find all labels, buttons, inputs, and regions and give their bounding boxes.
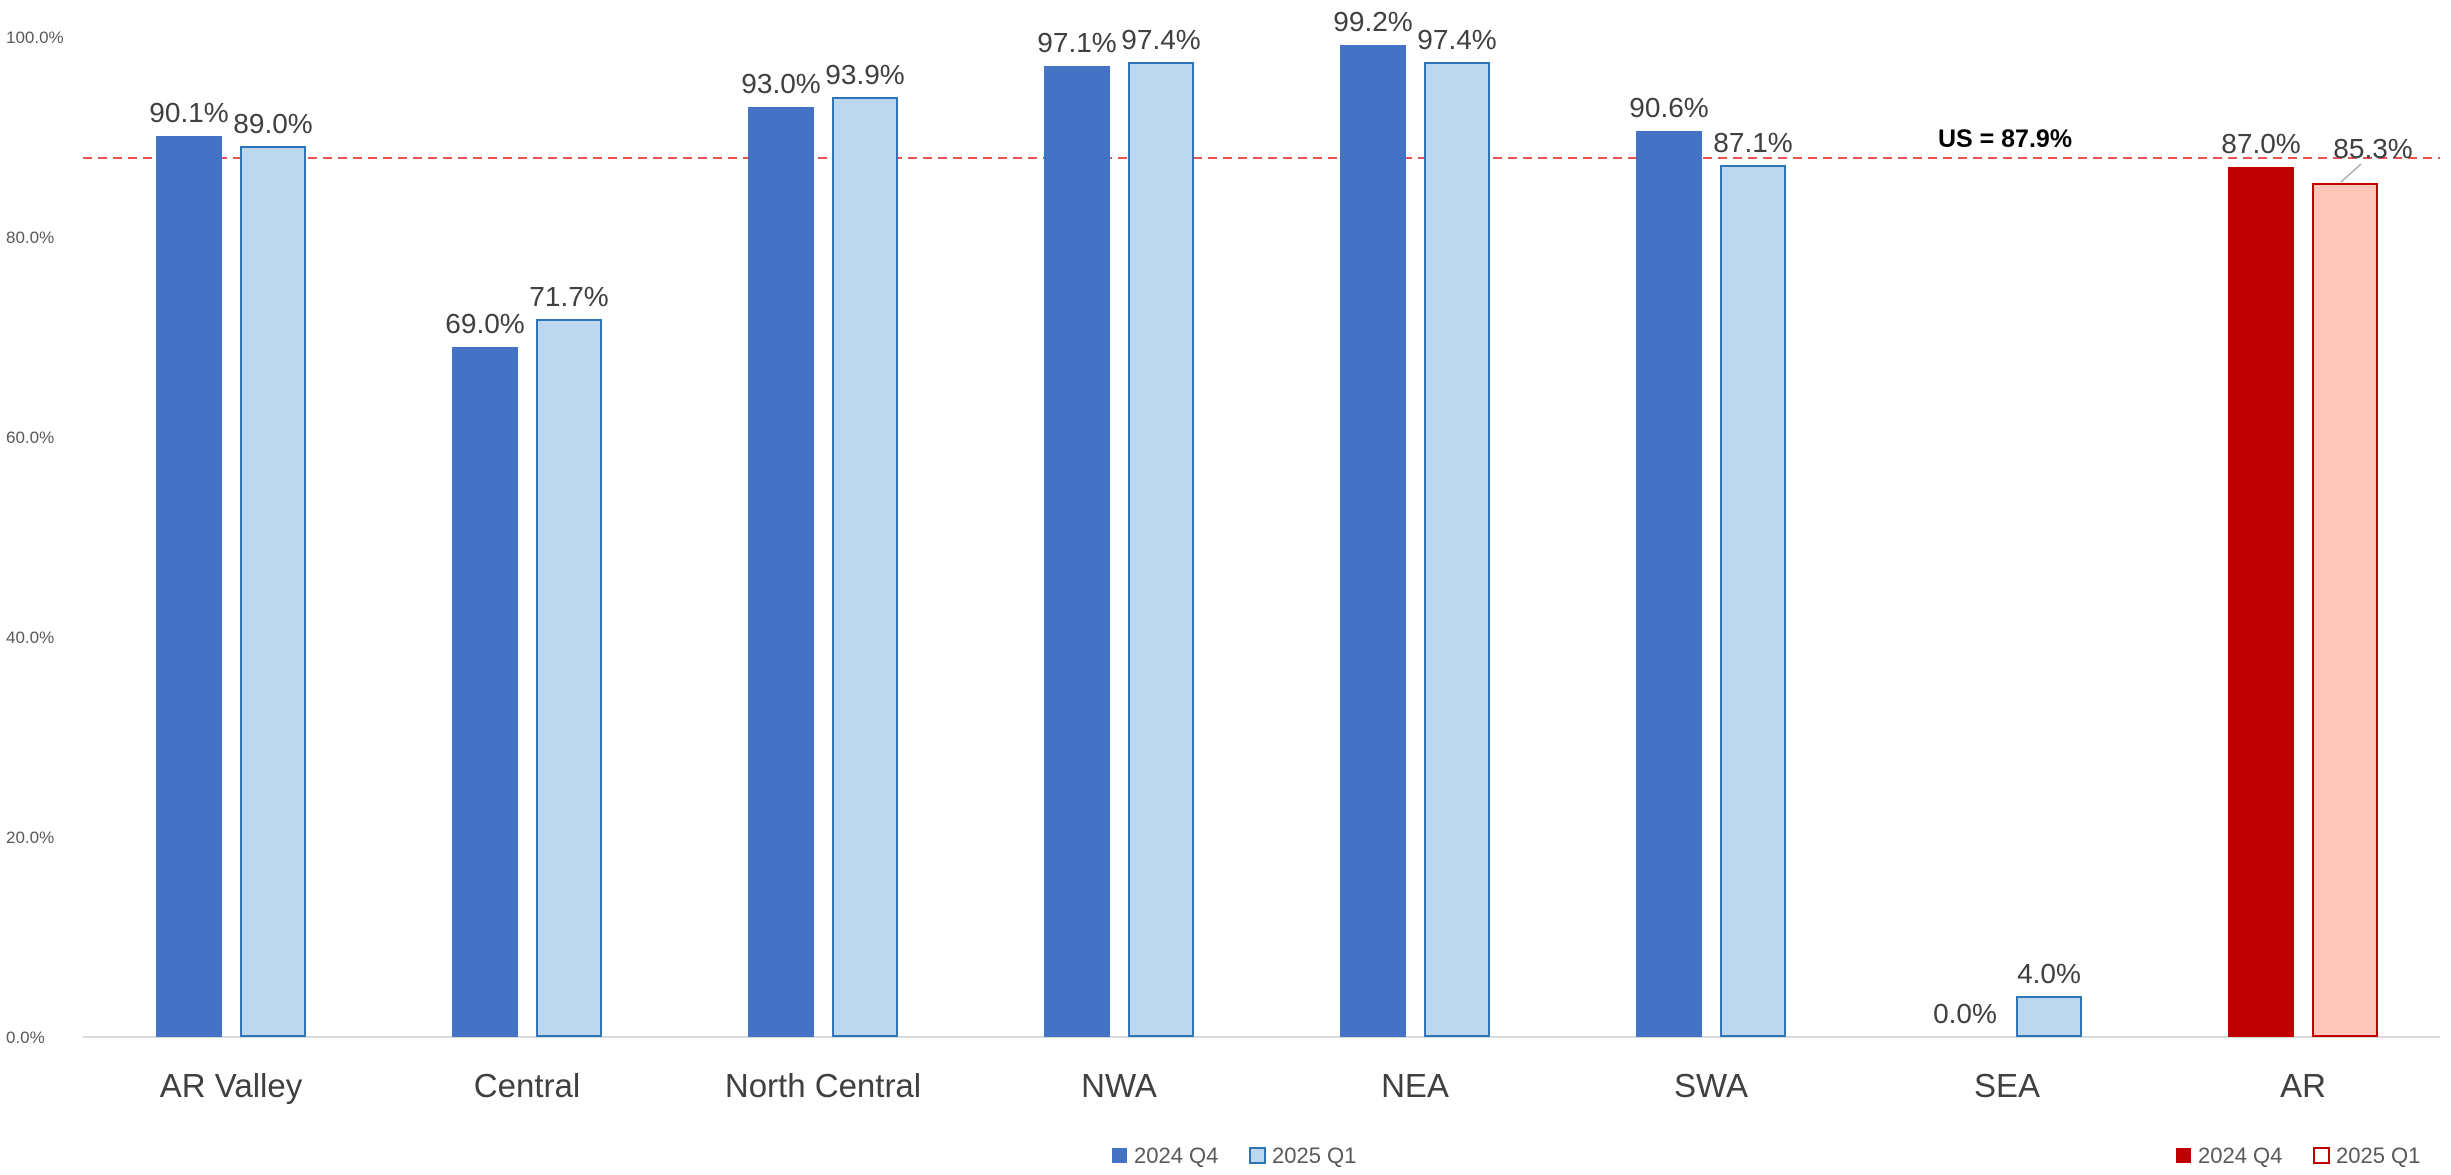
legend-swatch-blue [1112, 1148, 1127, 1163]
x-category-label: SWA [1674, 1067, 1748, 1104]
bar-2025-q1 [1720, 165, 1786, 1037]
reference-line-label: US = 87.9% [1938, 125, 2072, 153]
data-label-2025-q1: 97.4% [1417, 24, 1496, 55]
legend-swatch-blue [1249, 1147, 1266, 1164]
data-label-2025-q1: 4.0% [2017, 958, 2081, 989]
bar-2024-q4 [156, 136, 222, 1037]
data-label-2025-q1: 93.9% [825, 59, 904, 90]
bar-2025-q1 [2016, 996, 2082, 1037]
data-label-2025-q1: 89.0% [233, 108, 312, 139]
bar-2024-q4 [1340, 45, 1406, 1037]
bar-2024-q4 [452, 347, 518, 1037]
bar-2025-q1 [1424, 62, 1490, 1037]
legend-label-blue: 2025 Q1 [1272, 1143, 1356, 1168]
x-category-label: Central [474, 1067, 580, 1104]
x-category-label: NEA [1381, 1067, 1449, 1104]
data-label-2024-q4: 93.0% [741, 68, 820, 99]
data-label-leader-line [2340, 163, 2362, 183]
legend-swatch-red [2176, 1148, 2191, 1163]
x-category-label: AR [2280, 1067, 2326, 1104]
data-label-2024-q4: 90.6% [1629, 92, 1708, 123]
data-label-2024-q4: 99.2% [1333, 6, 1412, 37]
data-label-2025-q1: 87.1% [1713, 127, 1792, 158]
y-tick-label: 80.0% [6, 228, 54, 247]
data-label-2025-q1: 71.7% [529, 281, 608, 312]
legend-label-red: 2025 Q1 [2336, 1143, 2420, 1168]
bar-2025-q1 [832, 97, 898, 1037]
bar-2024-q4 [1044, 66, 1110, 1037]
x-category-label: NWA [1081, 1067, 1157, 1104]
y-tick-label: 40.0% [6, 628, 54, 647]
y-tick-label: 60.0% [6, 428, 54, 447]
y-tick-label: 0.0% [6, 1028, 45, 1047]
x-category-label: North Central [725, 1067, 921, 1104]
data-label-2024-q4: 90.1% [149, 97, 228, 128]
bar-2024-q4 [2228, 167, 2294, 1037]
bar-2025-q1 [536, 319, 602, 1037]
y-tick-label: 20.0% [6, 828, 54, 847]
data-label-2024-q4: 87.0% [2221, 128, 2300, 159]
data-label-2025-q1: 97.4% [1121, 24, 1200, 55]
bar-2025-q1 [2312, 183, 2378, 1037]
bar-2024-q4 [1636, 131, 1702, 1037]
bar-2025-q1 [240, 146, 306, 1037]
legend-swatch-red [2313, 1147, 2330, 1164]
bar-2024-q4 [748, 107, 814, 1037]
data-label-2024-q4: 69.0% [445, 308, 524, 339]
x-category-label: AR Valley [160, 1067, 303, 1104]
legend-label-blue: 2024 Q4 [1134, 1143, 1218, 1168]
data-label-2024-q4: 0.0% [1933, 998, 1997, 1029]
legend-label-red: 2024 Q4 [2198, 1143, 2282, 1168]
y-tick-label: 100.0% [6, 28, 64, 47]
data-label-2024-q4: 97.1% [1037, 27, 1116, 58]
data-label-2025-q1: 85.3% [2333, 133, 2412, 164]
bar-2025-q1 [1128, 62, 1194, 1037]
x-category-label: SEA [1974, 1067, 2040, 1104]
